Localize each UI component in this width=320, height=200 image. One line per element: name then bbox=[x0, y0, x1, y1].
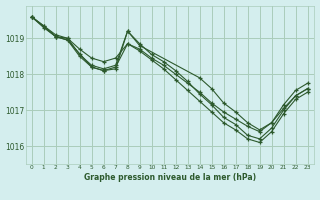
X-axis label: Graphe pression niveau de la mer (hPa): Graphe pression niveau de la mer (hPa) bbox=[84, 173, 256, 182]
